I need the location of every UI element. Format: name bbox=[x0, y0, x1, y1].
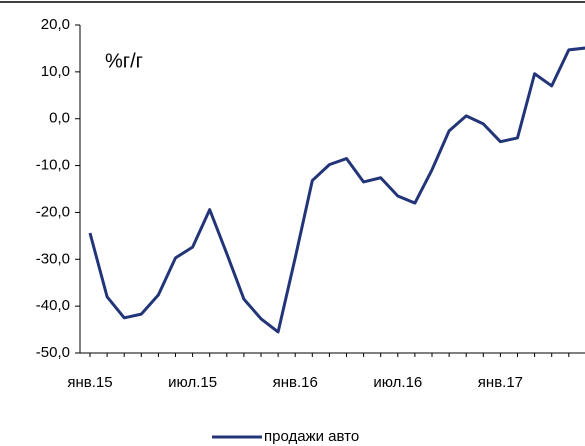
annotation: %г/г bbox=[105, 50, 143, 72]
y-tick-label: -30,0 bbox=[36, 250, 70, 267]
x-tick-label: янв.16 bbox=[273, 374, 318, 391]
x-tick-label: янв.17 bbox=[478, 374, 523, 391]
x-tick-label: июл.15 bbox=[168, 374, 217, 391]
y-tick-label: 0,0 bbox=[49, 110, 70, 127]
x-tick-label: янв.15 bbox=[67, 374, 112, 391]
y-tick-label: -20,0 bbox=[36, 203, 70, 220]
y-tick-label: -40,0 bbox=[36, 297, 70, 314]
y-tick-label: 20,0 bbox=[41, 16, 70, 33]
y-tick-label: 10,0 bbox=[41, 63, 70, 80]
y-tick-label: -10,0 bbox=[36, 157, 70, 174]
series-line bbox=[88, 46, 585, 334]
legend-label: продажи авто bbox=[264, 428, 359, 445]
x-tick-label: июл.16 bbox=[373, 374, 422, 391]
y-tick-label: -50,0 bbox=[36, 344, 70, 361]
